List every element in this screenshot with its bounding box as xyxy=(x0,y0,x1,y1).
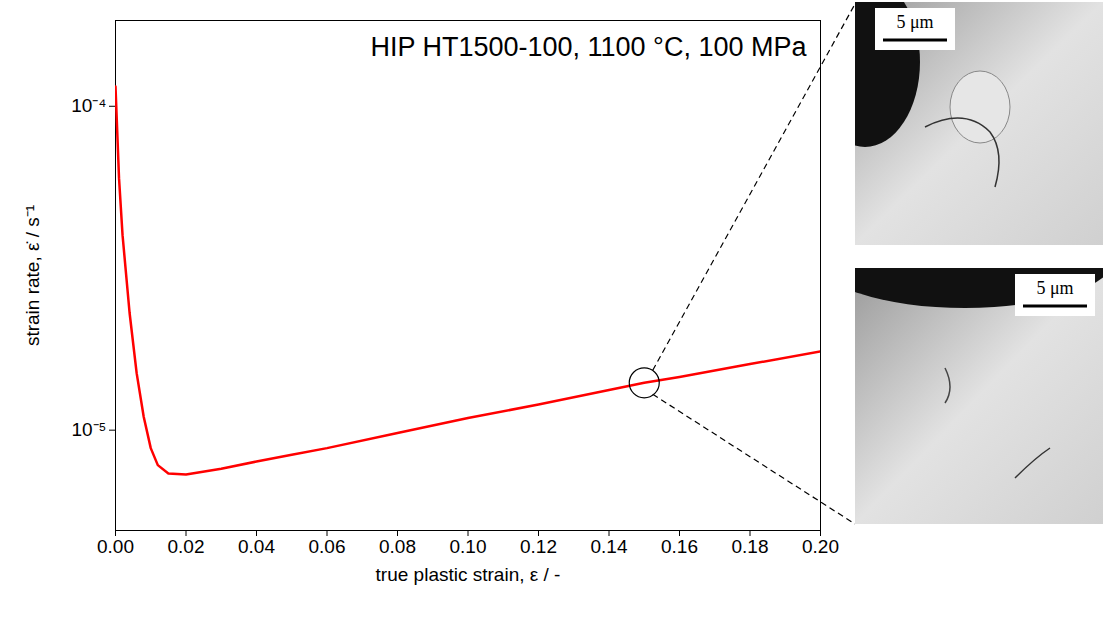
svg-text:0.18: 0.18 xyxy=(732,536,769,557)
svg-text:10⁻⁴: 10⁻⁴ xyxy=(71,95,106,116)
svg-text:0.06: 0.06 xyxy=(309,536,346,557)
svg-text:5 μm: 5 μm xyxy=(896,12,933,32)
svg-text:strain rate, ε̇ / s⁻¹: strain rate, ε̇ / s⁻¹ xyxy=(22,205,43,346)
svg-text:0.14: 0.14 xyxy=(591,536,628,557)
svg-text:0.20: 0.20 xyxy=(802,536,839,557)
svg-text:0.16: 0.16 xyxy=(661,536,698,557)
svg-text:5 μm: 5 μm xyxy=(1036,278,1073,298)
svg-text:true plastic strain, ε / -: true plastic strain, ε / - xyxy=(376,564,561,585)
svg-text:0.08: 0.08 xyxy=(379,536,416,557)
svg-text:0.12: 0.12 xyxy=(520,536,557,557)
svg-text:0.10: 0.10 xyxy=(450,536,487,557)
svg-text:10⁻⁵: 10⁻⁵ xyxy=(71,419,106,440)
svg-text:HIP HT1500-100, 1100 °C, 100 M: HIP HT1500-100, 1100 °C, 100 MPa xyxy=(370,32,807,62)
svg-text:0.02: 0.02 xyxy=(168,536,205,557)
svg-text:0.00: 0.00 xyxy=(97,536,134,557)
svg-text:0.04: 0.04 xyxy=(238,536,275,557)
